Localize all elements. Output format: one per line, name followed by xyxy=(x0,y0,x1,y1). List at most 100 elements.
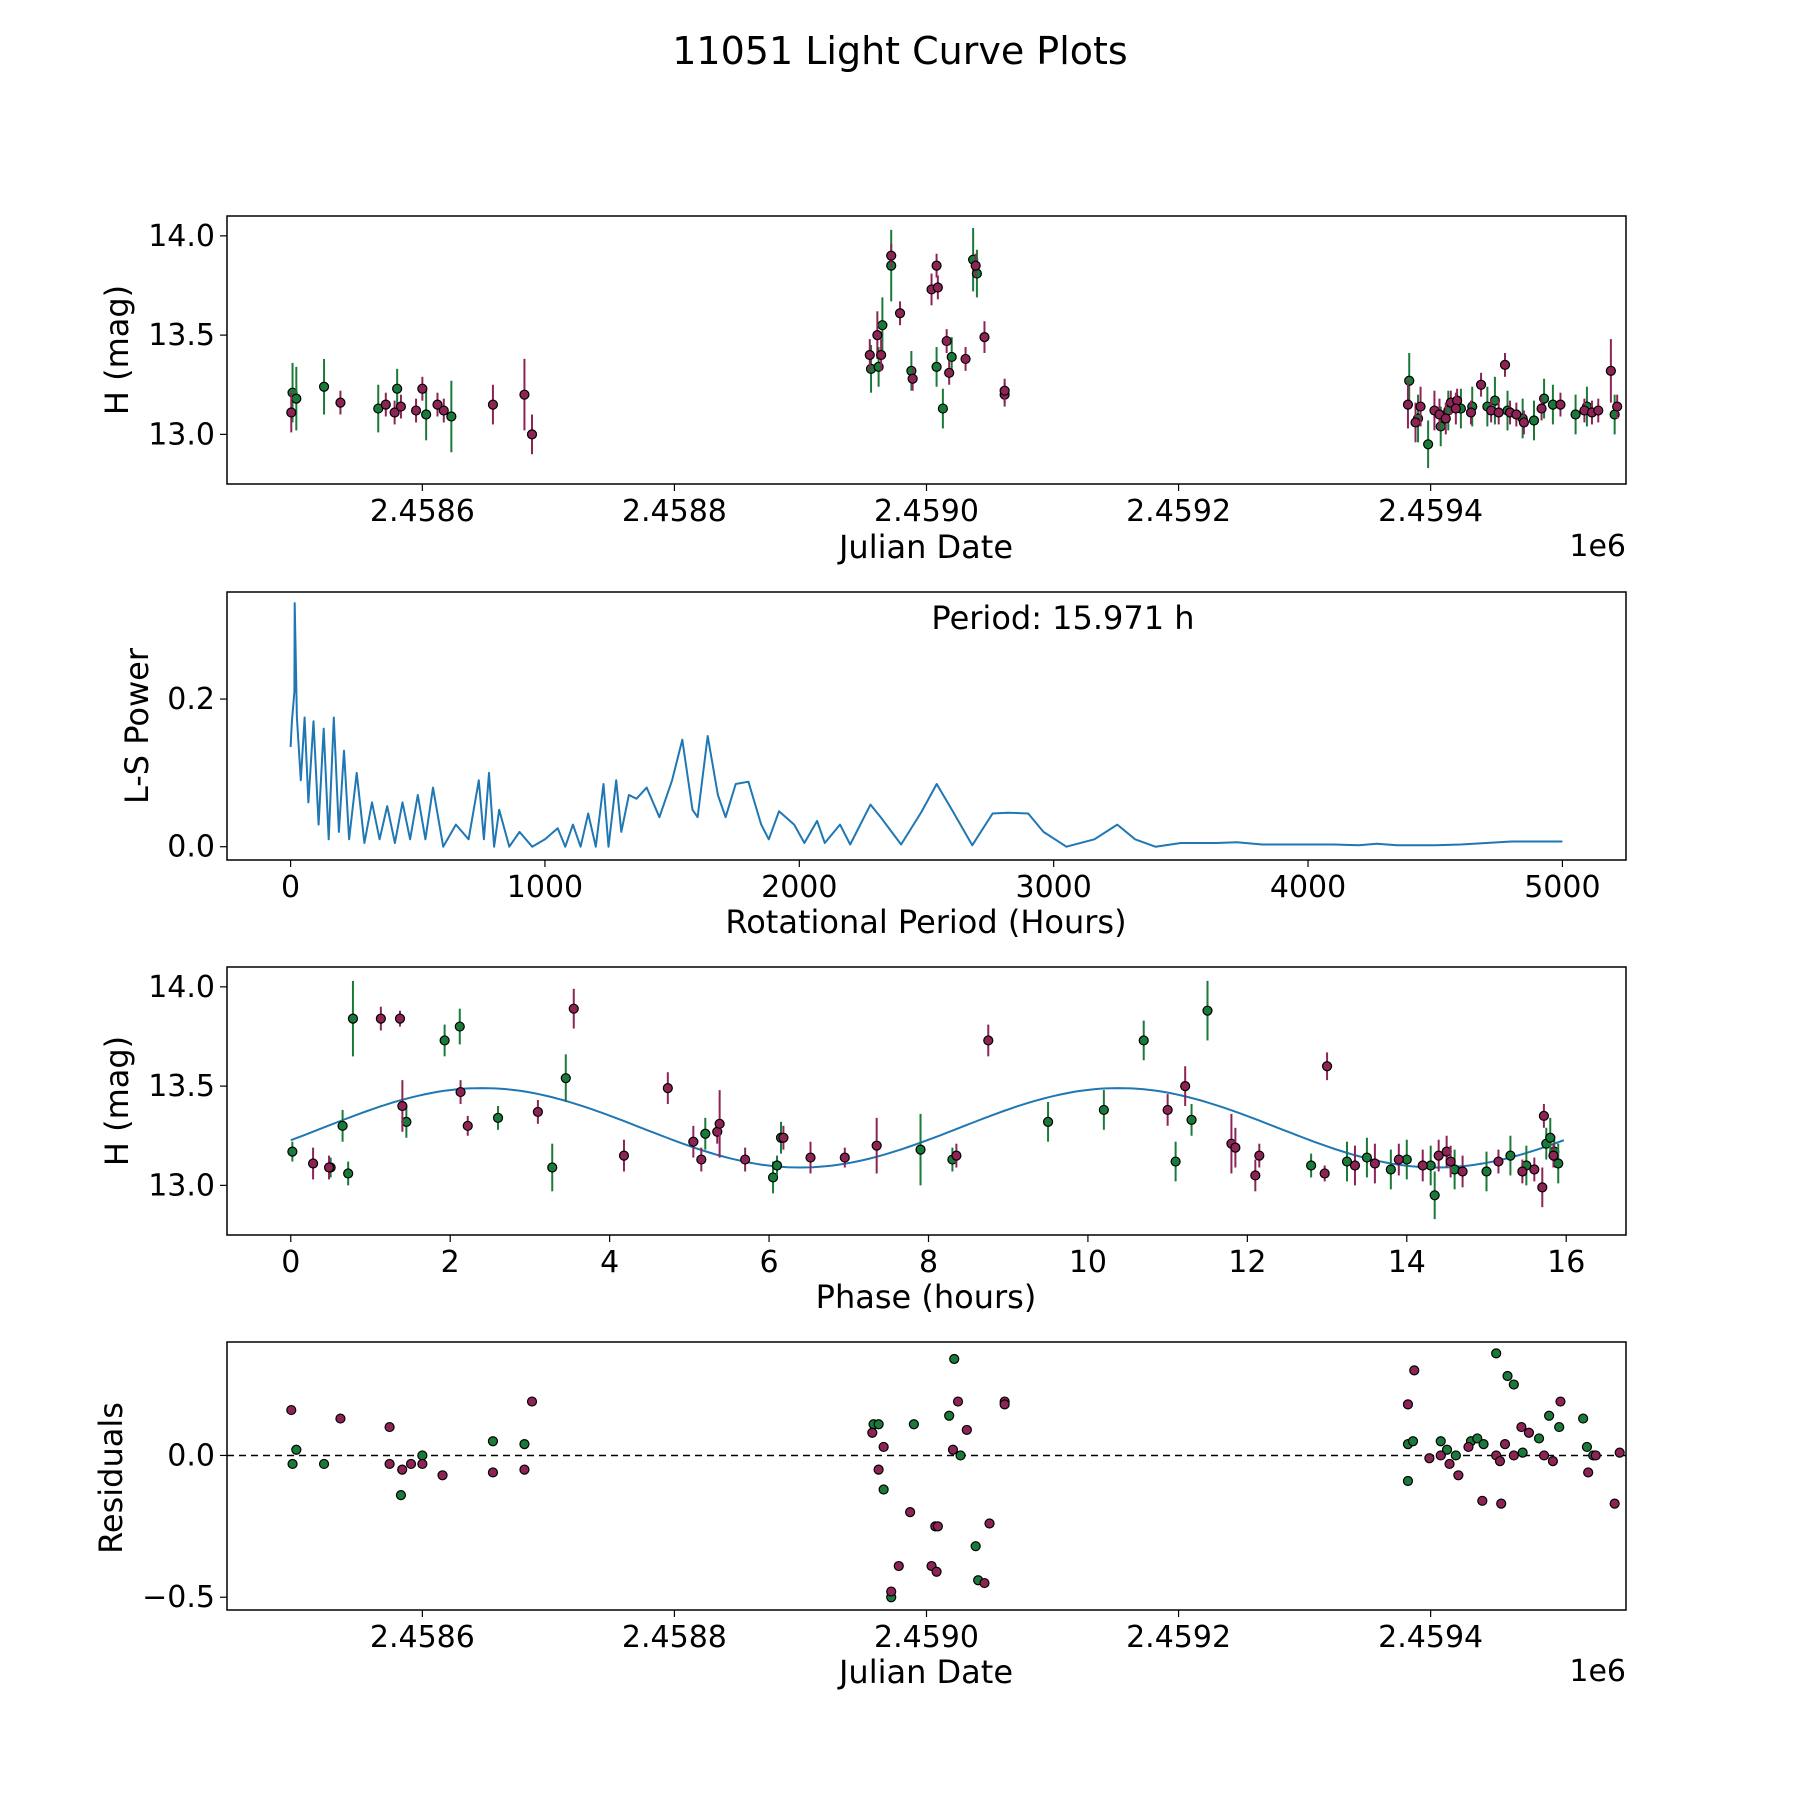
purple-point xyxy=(872,330,883,341)
purple-point xyxy=(417,1458,428,1470)
purple-point xyxy=(876,349,887,361)
green-point xyxy=(1481,1166,1492,1177)
x-tick-label: 2000 xyxy=(761,870,837,905)
y-tick-label: 14.0 xyxy=(148,219,215,254)
green-point xyxy=(878,1484,889,1495)
purple-point xyxy=(931,1566,942,1577)
purple-point xyxy=(1417,1160,1428,1171)
periodogram-xlabel: Rotational Period (Hours) xyxy=(725,903,1126,941)
green-point xyxy=(291,393,302,404)
residuals-axes xyxy=(226,1341,1627,1611)
purple-point xyxy=(526,429,538,440)
purple-point xyxy=(1516,1421,1527,1433)
purple-point xyxy=(1508,1450,1519,1461)
purple-point xyxy=(1555,1396,1566,1407)
purple-point xyxy=(983,1035,994,1046)
periodogram-annotation: Period: 15.971 h xyxy=(931,599,1194,637)
purple-point xyxy=(438,405,449,416)
green-point xyxy=(1429,1190,1440,1201)
purple-point xyxy=(1538,1110,1549,1121)
purple-point xyxy=(1433,1150,1444,1161)
green-point xyxy=(1478,1438,1489,1450)
green-point xyxy=(1138,1035,1149,1046)
purple-point xyxy=(1369,1158,1380,1169)
purple-point xyxy=(286,1404,297,1416)
green-point xyxy=(1491,1348,1502,1359)
residuals-ticks: 2.4586 2.4588 2.4590 2.4592 2.4594 −0.5 0.0 xyxy=(142,1438,1483,1655)
green-point xyxy=(1545,1132,1556,1143)
purple-point xyxy=(1180,1081,1191,1092)
purple-point xyxy=(1444,1458,1455,1470)
x-tick-label: 2.4594 xyxy=(1378,1620,1483,1655)
green-point xyxy=(1570,409,1581,420)
green-point xyxy=(970,1541,981,1552)
green-point xyxy=(955,1450,966,1461)
y-tick-label: 14.0 xyxy=(148,970,215,1005)
purple-point xyxy=(1609,1498,1620,1509)
purple-point xyxy=(432,399,443,410)
purple-point xyxy=(932,282,943,293)
purple-point xyxy=(397,1464,408,1475)
purple-point xyxy=(323,1162,335,1173)
x-tick-label: 10 xyxy=(1069,1245,1107,1280)
purple-point xyxy=(397,1100,408,1112)
green-point xyxy=(877,320,888,331)
x-tick-label: 1000 xyxy=(507,870,583,905)
green-point xyxy=(1554,1421,1565,1433)
purple-point xyxy=(1162,1104,1173,1116)
green-point xyxy=(931,361,942,372)
x-tick-label: 0 xyxy=(281,870,300,905)
phase-fold-ylabel: H (mag) xyxy=(98,1036,136,1166)
purple-point xyxy=(335,397,346,408)
purple-point xyxy=(1518,417,1530,428)
phase-fold-xlabel: Phase (hours) xyxy=(816,1278,1037,1316)
phase-fold-ticks: 0 2 4 6 8 10 12 14 16 13.0 13.5 14.0 xyxy=(148,970,1585,1280)
green-point xyxy=(519,1438,530,1450)
light-curve-ylabel: H (mag) xyxy=(98,285,136,415)
green-point xyxy=(1404,375,1415,386)
x-tick-label: 2.4586 xyxy=(370,1620,475,1655)
x-tick-label: 14 xyxy=(1388,1245,1426,1280)
x-tick-label: 2.4588 xyxy=(622,1620,727,1655)
periodogram-ticks: 0 1000 2000 3000 4000 5000 0.0 0.2 xyxy=(167,682,1600,905)
purple-point xyxy=(1435,1450,1446,1461)
y-tick-label: 13.5 xyxy=(148,1069,215,1104)
green-point xyxy=(1186,1114,1197,1125)
x-tick-label: 4000 xyxy=(1270,870,1346,905)
y-tick-label: 0.0 xyxy=(167,830,215,865)
green-point xyxy=(395,1490,407,1501)
green-point xyxy=(421,409,432,420)
residuals-offset-label: 1e6 xyxy=(1569,1654,1626,1689)
green-point xyxy=(700,1128,711,1139)
green-point xyxy=(767,1172,779,1183)
purple-point xyxy=(1593,405,1604,416)
x-tick-label: 4 xyxy=(600,1245,619,1280)
green-point xyxy=(1441,1444,1453,1455)
purple-point xyxy=(410,405,422,416)
purple-point xyxy=(1230,1142,1241,1153)
green-point xyxy=(771,1160,783,1171)
x-tick-label: 2.4592 xyxy=(1126,494,1231,529)
y-tick-label: 0.2 xyxy=(167,682,215,717)
green-point xyxy=(454,1021,465,1032)
green-point xyxy=(1578,1413,1589,1424)
purple-point xyxy=(380,399,391,410)
x-tick-label: 2.4594 xyxy=(1378,494,1483,529)
phase-fold-axes xyxy=(226,966,1627,1236)
green-point xyxy=(1170,1156,1181,1167)
x-tick-label: 0 xyxy=(281,1245,300,1280)
purple-point xyxy=(1424,1453,1435,1464)
light-curve-axes xyxy=(226,215,1627,485)
purple-point xyxy=(526,1396,538,1407)
purple-point xyxy=(417,383,428,394)
purple-point xyxy=(1493,1156,1504,1167)
green-point xyxy=(1202,1005,1213,1016)
purple-point xyxy=(947,1444,959,1455)
purple-point xyxy=(979,1577,990,1589)
purple-point xyxy=(944,367,955,378)
panel-periodogram: 0 1000 2000 3000 4000 5000 0.0 0.2 Period: 15.9… xyxy=(118,591,1627,941)
purple-point xyxy=(805,1152,816,1163)
purple-point xyxy=(1440,413,1451,424)
